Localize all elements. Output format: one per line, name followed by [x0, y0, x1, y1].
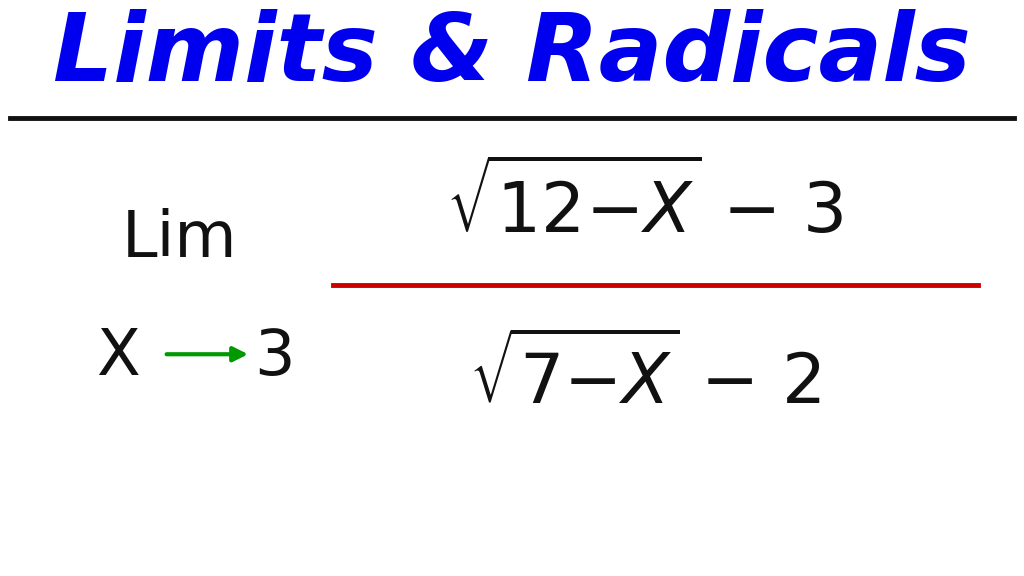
Text: $\sqrt{7{-}X}\ {-}\ 2$: $\sqrt{7{-}X}\ {-}\ 2$: [469, 336, 821, 418]
Text: $\sqrt{12{-}X}\ {-}\ 3$: $\sqrt{12{-}X}\ {-}\ 3$: [446, 162, 844, 247]
Text: Lim: Lim: [122, 208, 237, 270]
Text: 3: 3: [254, 326, 295, 388]
Text: Limits & Radicals: Limits & Radicals: [53, 9, 971, 101]
Text: X: X: [96, 326, 139, 388]
